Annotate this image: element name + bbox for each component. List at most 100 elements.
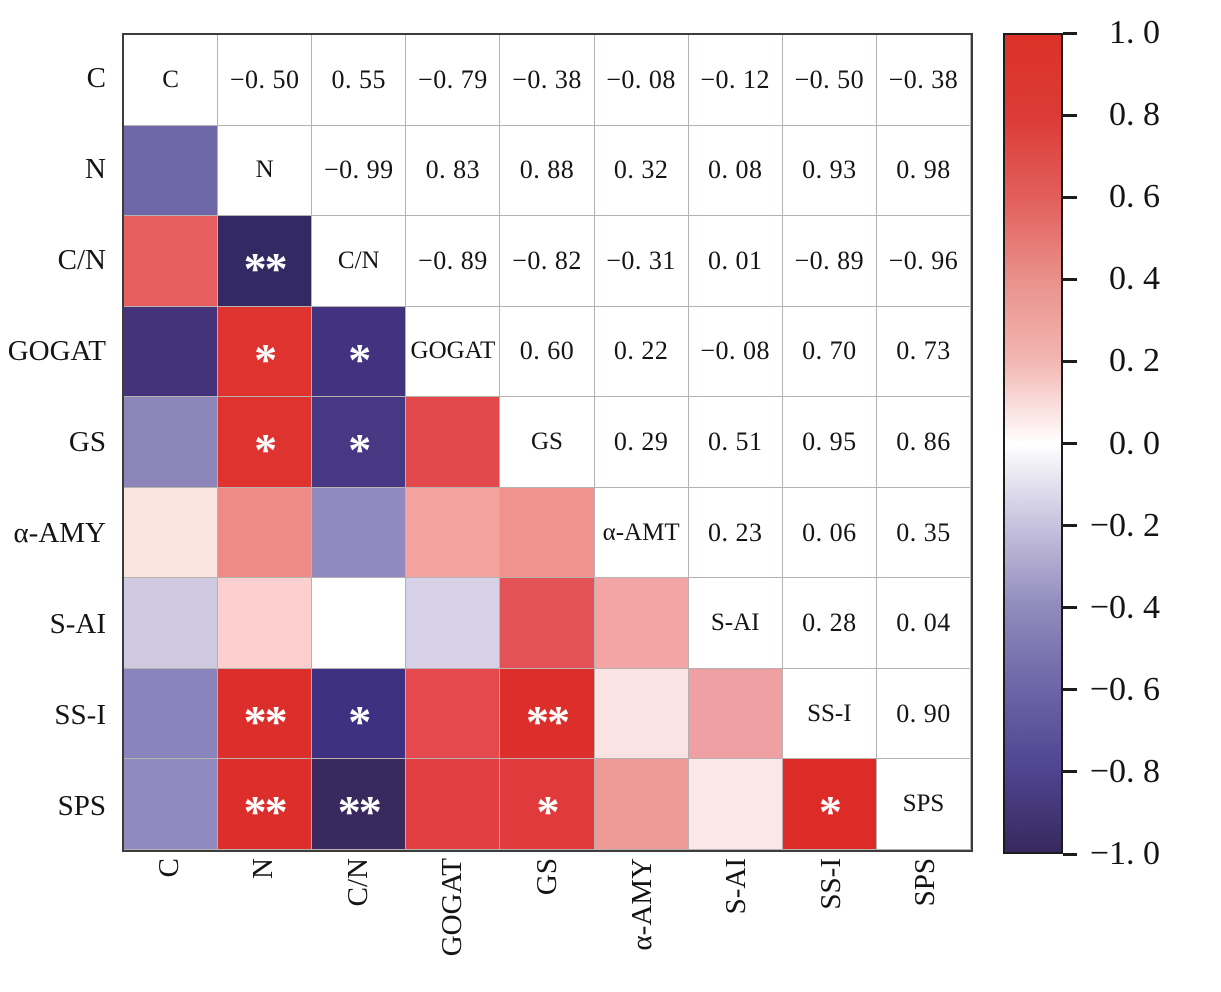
value-C-GS: −0. 38: [500, 35, 595, 126]
cell-S-AI-α-AMY: [594, 578, 689, 669]
cell-S-AI-C: [124, 578, 219, 669]
x-axis-label-α-AMY: α-AMY: [625, 858, 658, 951]
value-C-α-AMY: −0. 08: [594, 35, 689, 126]
cell-α-AMY-GOGAT: [406, 487, 501, 579]
cell-GOGAT-N: *: [218, 306, 313, 398]
value-C/N-SS-I: −0. 89: [782, 216, 877, 307]
x-axis-label-N: N: [247, 858, 280, 879]
value-C/N-SPS: −0. 96: [876, 216, 971, 307]
value-GOGAT-α-AMY: 0. 22: [594, 306, 689, 398]
cell-α-AMY-GS: [500, 487, 595, 579]
x-axis-label-SPS: SPS: [909, 858, 942, 907]
cell-α-AMY-C/N: [312, 487, 407, 579]
colorbar-tick: [1063, 113, 1077, 117]
diagonal-label-GS: GS: [500, 397, 595, 488]
colorbar: [1003, 33, 1063, 854]
colorbar-tick: [1063, 852, 1077, 856]
colorbar-tick-label: 0. 2: [1109, 342, 1160, 380]
cell-SPS-C: [124, 759, 219, 850]
value-α-AMY-SPS: 0. 35: [876, 487, 971, 579]
value-C-GOGAT: −0. 79: [406, 35, 501, 126]
colorbar-tick-label: 0. 6: [1109, 178, 1160, 216]
cell-SPS-C/N: **: [312, 759, 407, 850]
y-axis-label-SS-I: SS-I: [54, 699, 106, 731]
x-axis-label-GOGAT: GOGAT: [436, 858, 469, 957]
colorbar-tick: [1063, 442, 1077, 445]
value-C/N-GOGAT: −0. 89: [406, 216, 501, 307]
colorbar-tick-label: −0. 2: [1089, 506, 1160, 544]
cell-SPS-N: **: [218, 759, 313, 850]
value-GOGAT-S-AI: −0. 08: [688, 306, 783, 398]
value-α-AMY-S-AI: 0. 23: [688, 487, 783, 579]
colorbar-tick: [1063, 524, 1077, 528]
diagonal-label-SPS: SPS: [876, 759, 971, 850]
diagonal-label-α-AMY: α-AMT: [594, 487, 689, 579]
diagonal-label-GOGAT: GOGAT: [406, 306, 501, 398]
cell-SS-I-C/N: *: [312, 668, 407, 760]
value-GS-SPS: 0. 86: [876, 397, 971, 488]
cell-S-AI-GOGAT: [406, 578, 501, 669]
cell-S-AI-N: [218, 578, 313, 669]
colorbar-tick-label: −0. 4: [1089, 588, 1160, 626]
y-axis-label-N: N: [85, 153, 106, 185]
colorbar-tick-label: 0. 8: [1109, 96, 1160, 134]
value-GOGAT-GS: 0. 60: [500, 306, 595, 398]
value-C-N: −0. 50: [218, 35, 313, 126]
cell-SPS-α-AMY: [594, 759, 689, 850]
value-GS-α-AMY: 0. 29: [594, 397, 689, 488]
x-axis-label-GS: GS: [530, 858, 563, 896]
colorbar-tick-label: 0. 4: [1109, 260, 1160, 298]
y-axis-label-S-AI: S-AI: [49, 608, 106, 640]
value-SS-I-SPS: 0. 90: [876, 668, 971, 760]
value-N-GS: 0. 88: [500, 125, 595, 217]
colorbar-tick: [1063, 770, 1077, 774]
value-GS-SS-I: 0. 95: [782, 397, 877, 488]
diagonal-label-S-AI: S-AI: [688, 578, 783, 669]
y-axis-label-C/N: C/N: [57, 244, 106, 276]
cell-SS-I-S-AI: [688, 668, 783, 760]
value-C/N-S-AI: 0. 01: [688, 216, 783, 307]
x-axis-label-SS-I: SS-I: [814, 858, 847, 910]
value-N-SPS: 0. 98: [876, 125, 971, 217]
y-axis-label-α-AMY: α-AMY: [13, 517, 106, 549]
cell-GOGAT-C: [124, 306, 219, 398]
y-axis-label-SPS: SPS: [57, 790, 106, 822]
colorbar-tick: [1063, 359, 1077, 363]
cell-SS-I-GS: **: [500, 668, 595, 760]
cell-C/N-N: **: [218, 216, 313, 307]
diagonal-label-N: N: [218, 125, 313, 217]
cell-C/N-C: [124, 216, 219, 307]
diagonal-label-C: C: [124, 35, 219, 126]
cell-GS-C: [124, 397, 219, 488]
value-S-AI-SPS: 0. 04: [876, 578, 971, 669]
colorbar-tick: [1063, 277, 1077, 281]
cell-GS-GOGAT: [406, 397, 501, 488]
value-GS-S-AI: 0. 51: [688, 397, 783, 488]
value-N-S-AI: 0. 08: [688, 125, 783, 217]
value-N-SS-I: 0. 93: [782, 125, 877, 217]
cell-GS-N: *: [218, 397, 313, 488]
value-C/N-α-AMY: −0. 31: [594, 216, 689, 307]
cell-SPS-GOGAT: [406, 759, 501, 850]
value-α-AMY-SS-I: 0. 06: [782, 487, 877, 579]
cell-S-AI-C/N: [312, 578, 407, 669]
value-N-GOGAT: 0. 83: [406, 125, 501, 217]
colorbar-tick-label: −1. 0: [1089, 835, 1160, 872]
y-axis-label-C: C: [86, 62, 106, 94]
value-GOGAT-SS-I: 0. 70: [782, 306, 877, 398]
x-axis-label-S-AI: S-AI: [720, 858, 753, 915]
cell-α-AMY-C: [124, 487, 219, 579]
colorbar-tick-label: 1. 0: [1109, 14, 1160, 51]
value-C-SPS: −0. 38: [876, 35, 971, 126]
colorbar-tick: [1063, 606, 1077, 610]
value-N-α-AMY: 0. 32: [594, 125, 689, 217]
cell-SS-I-N: **: [218, 668, 313, 760]
colorbar-tick-label: 0. 0: [1109, 424, 1160, 462]
value-S-AI-SS-I: 0. 28: [782, 578, 877, 669]
diagonal-label-C/N: C/N: [312, 216, 407, 307]
cell-SPS-S-AI: [688, 759, 783, 850]
colorbar-tick-label: −0. 6: [1089, 670, 1160, 708]
x-axis-label-C/N: C/N: [341, 858, 374, 907]
value-C-SS-I: −0. 50: [782, 35, 877, 126]
value-N-C/N: −0. 99: [312, 125, 407, 217]
